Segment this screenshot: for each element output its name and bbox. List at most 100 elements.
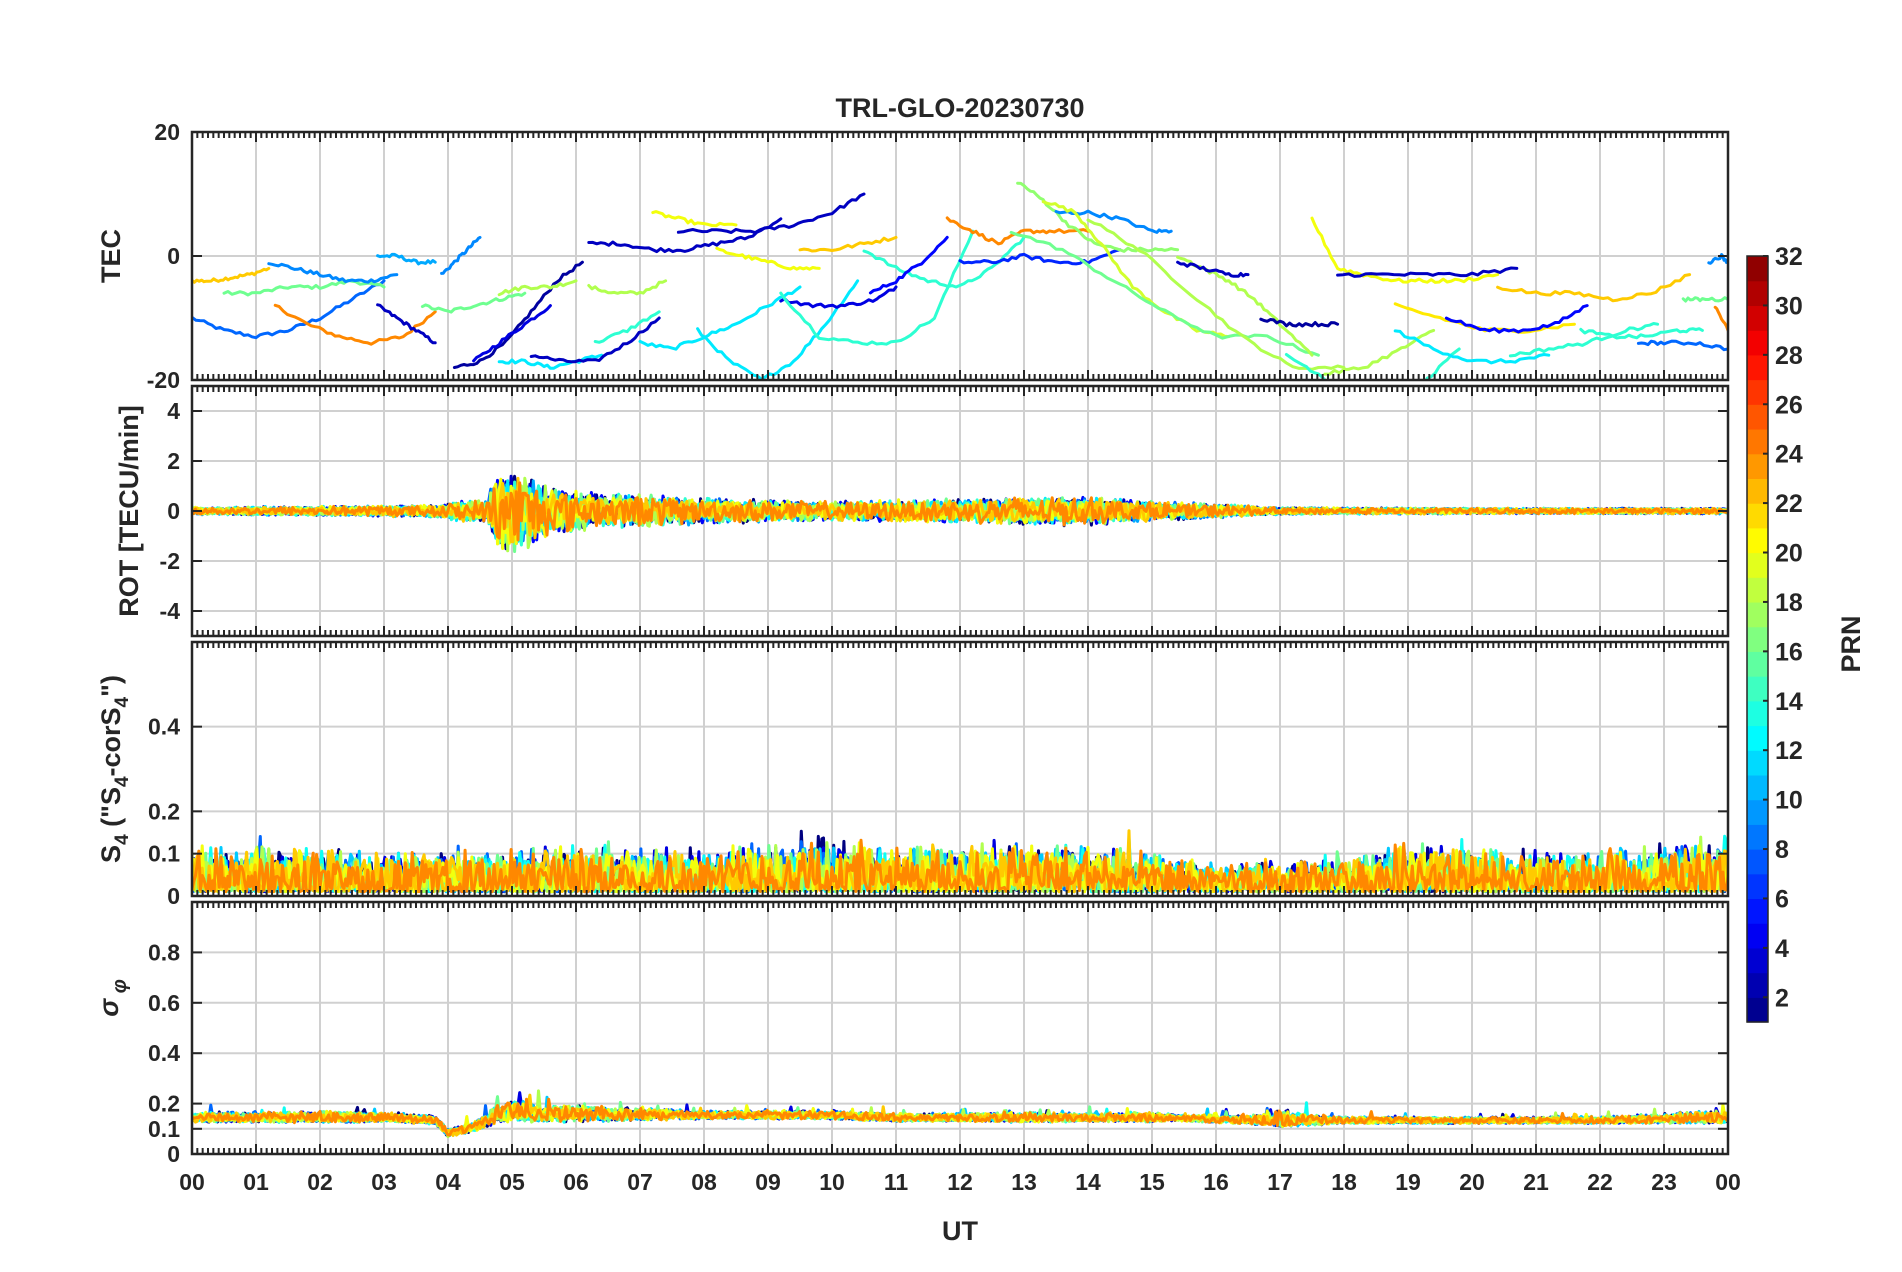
- series-line-prn-4: [779, 285, 898, 309]
- y-axis-label: σ φ: [94, 979, 131, 1017]
- series-line-prn-14: [779, 229, 975, 346]
- colorbar-band: [1747, 256, 1768, 282]
- colorbar-tick-label: 18: [1775, 589, 1803, 617]
- tec-panel: -20 0 20 TEC: [96, 119, 1730, 393]
- colorbar-band: [1747, 577, 1768, 603]
- y-axis-label: TEC: [96, 229, 126, 283]
- colorbar-band: [1747, 503, 1768, 529]
- series-line-prn-24: [945, 216, 1090, 246]
- series-line-prn-3: [376, 303, 437, 345]
- colorbar-band: [1747, 997, 1768, 1023]
- series-line-prn-14: [593, 310, 661, 344]
- series-line-prn-14: [1579, 327, 1704, 340]
- y-tick-label: 0.6: [148, 990, 180, 1016]
- colorbar-tick-label: 28: [1775, 342, 1803, 370]
- y-tick-label: 2: [167, 448, 180, 474]
- series-line-prn-16: [222, 278, 386, 297]
- colorbar-band: [1747, 601, 1768, 628]
- colorbar-band: [1747, 651, 1768, 677]
- colorbar-tick-label: 30: [1775, 292, 1803, 320]
- x-tick-label: 19: [1395, 1169, 1421, 1195]
- colorbar-tick-label: 12: [1775, 737, 1803, 765]
- colorbar-band: [1747, 478, 1768, 504]
- colorbar-tick-label: 10: [1775, 787, 1803, 815]
- x-tick-label: 18: [1331, 1169, 1357, 1195]
- y-tick-label: -20: [147, 367, 180, 393]
- colorbar-band: [1747, 354, 1768, 381]
- colorbar-band: [1747, 849, 1768, 875]
- colorbar-tick-label: 32: [1775, 243, 1803, 271]
- y-tick-label: -4: [160, 598, 181, 624]
- series-line-prn-21: [1393, 302, 1576, 334]
- y-tick-label: 0.8: [148, 939, 180, 965]
- series-line-prn-5: [1444, 304, 1589, 334]
- x-tick-label: 15: [1139, 1169, 1165, 1195]
- series-line-prn-16: [1009, 230, 1320, 357]
- colorbar-band: [1747, 700, 1768, 727]
- colorbar-tick-label: 22: [1775, 490, 1803, 518]
- series-line-prn-8: [192, 279, 386, 340]
- series-group: [192, 474, 1728, 553]
- series-line-prn-19: [1041, 200, 1231, 339]
- colorbar-band: [1747, 898, 1768, 924]
- x-ticks: [191, 902, 1729, 1155]
- series-line-prn-22: [798, 235, 898, 253]
- x-tick-label: 13: [1011, 1169, 1037, 1195]
- series-line-prn-12: [1393, 329, 1551, 365]
- y-tick-label: 0.2: [148, 798, 180, 824]
- colorbar-band: [1747, 428, 1768, 455]
- x-tick-label: 01: [243, 1169, 269, 1195]
- series-line-prn-3: [676, 192, 866, 235]
- colorbar-band: [1747, 676, 1768, 702]
- x-tick-label: 06: [563, 1169, 589, 1195]
- series-line-prn-18: [1176, 255, 1314, 357]
- colorbar-band: [1747, 972, 1768, 998]
- colorbar-band: [1747, 305, 1768, 331]
- grid: [191, 386, 1729, 636]
- rot-panel: -4 -2 0 2 4 ROT [TECU/min]: [114, 384, 1730, 638]
- x-tick-label: 22: [1587, 1169, 1613, 1195]
- y-tick-label: 4: [167, 398, 180, 424]
- colorbar-band: [1747, 552, 1768, 578]
- colorbar-tick-label: 24: [1775, 441, 1803, 469]
- x-ticks: [191, 642, 1729, 897]
- colorbar-tick-label: 20: [1775, 540, 1803, 568]
- series-group: [192, 1089, 1728, 1139]
- x-tick-label: 00: [179, 1169, 205, 1195]
- x-tick-label: 05: [499, 1169, 525, 1195]
- x-tick-label: 10: [819, 1169, 845, 1195]
- series-line-prn-5: [868, 235, 949, 295]
- y-tick-label: 0.4: [148, 1040, 180, 1066]
- y-tick-label: 0: [167, 243, 180, 269]
- series-line-prn-14: [1508, 322, 1660, 358]
- series-line-prn-9: [440, 235, 482, 275]
- x-tick-label: 02: [307, 1169, 333, 1195]
- series-line-prn-20: [1310, 216, 1500, 284]
- y-tick-label: 0: [167, 498, 180, 524]
- colorbar-frame: [1746, 255, 1769, 1023]
- series-line-prn-10: [376, 252, 437, 266]
- colorbar-band: [1747, 280, 1768, 307]
- chart-title: TRL-GLO-20230730: [835, 93, 1084, 123]
- series-line-prn-17: [1016, 181, 1180, 253]
- series-line-prn-9: [1707, 253, 1728, 265]
- y-axis-label: ROT [TECU/min]: [114, 405, 144, 616]
- series-line-prn-9: [267, 262, 399, 284]
- x-tick-label: 21: [1523, 1169, 1549, 1195]
- series-line-prn-24: [192, 1097, 1728, 1137]
- series-line-prn-12: [638, 285, 802, 351]
- sigma-phi-panel: 00.10.2 0.4 0.6 0.8 σ φ 00 01 02 03 04 05 06 07 08 09 1…: [94, 900, 1741, 1195]
- series-line-prn-22: [1496, 273, 1692, 303]
- colorbar-band: [1747, 725, 1768, 751]
- series-line-prn-20: [715, 246, 821, 271]
- colorbar-band: [1747, 947, 1768, 974]
- x-tick-label: 09: [755, 1169, 781, 1195]
- series-line-prn-3: [587, 217, 783, 254]
- series-line-prn-24: [1713, 305, 1728, 332]
- y-tick-label: 0.1: [148, 841, 180, 867]
- colorbar-band: [1747, 527, 1768, 554]
- y-tick-label: 0: [167, 883, 180, 909]
- colorbar-band: [1747, 379, 1768, 405]
- series-line-prn-12: [696, 279, 860, 380]
